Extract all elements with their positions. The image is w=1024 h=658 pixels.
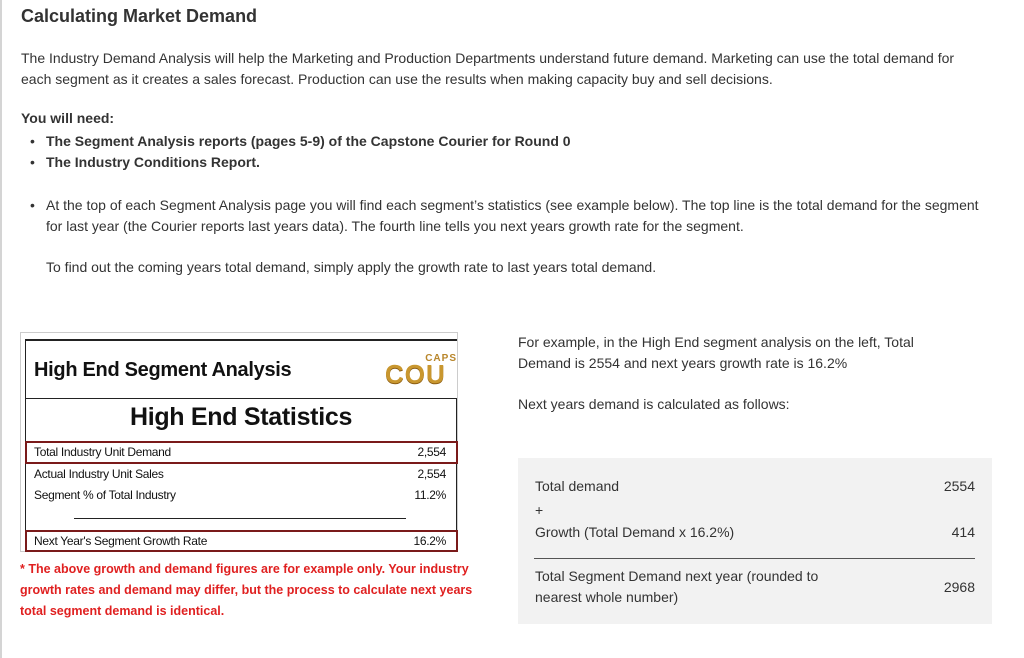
needs-list: The Segment Analysis reports (pages 5-9)…: [30, 131, 571, 173]
stat-row: Actual Industry Unit Sales 2,554: [34, 467, 450, 481]
calc-value: 2968: [943, 579, 975, 595]
calc-label: Total Segment Demand next year (rounded …: [535, 568, 819, 605]
calc-row-total: Total demand 2554: [535, 478, 975, 494]
stat-value: 2,554: [417, 467, 446, 481]
calc-label: Total demand: [535, 478, 620, 494]
stat-label: Next Year's Segment Growth Rate: [34, 534, 208, 548]
intro-paragraph: The Industry Demand Analysis will help t…: [21, 50, 955, 87]
example-paragraph: For example, in the High End segment ana…: [518, 334, 914, 371]
calc-value: 414: [951, 524, 975, 540]
example-disclaimer-note: * The above growth and demand figures ar…: [20, 562, 473, 618]
segment-report-image: High End Segment Analysis CAPS COU High …: [20, 332, 458, 552]
report-header: High End Segment Analysis CAPS COU: [25, 339, 457, 399]
report-title: High End Segment Analysis: [34, 359, 292, 381]
stat-row: Segment % of Total Industry 11.2%: [34, 488, 450, 502]
you-will-need-label: You will need:: [21, 110, 115, 126]
needs-item: The Segment Analysis reports (pages 5-9)…: [30, 131, 571, 152]
instruction-list: At the top of each Segment Analysis page…: [30, 195, 990, 237]
calc-intro: Next years demand is calculated as follo…: [518, 396, 790, 412]
logo-small-text: CAPS: [425, 353, 457, 364]
stat-label: Total Industry Unit Demand: [34, 445, 171, 459]
stat-value: 2,554: [417, 445, 446, 459]
page-title: Calculating Market Demand: [21, 6, 258, 26]
left-border: [0, 0, 2, 658]
calculation-box: Total demand 2554 + Growth (Total Demand…: [518, 458, 992, 624]
stat-value: 11.2%: [414, 488, 446, 502]
stat-row: Total Industry Unit Demand 2,554: [34, 445, 450, 459]
highlight-box: [25, 441, 458, 464]
logo-big-text: COU: [385, 359, 446, 387]
stats-panel: High End Statistics Total Industry Unit …: [25, 399, 458, 552]
instruction-item: At the top of each Segment Analysis page…: [30, 195, 990, 237]
calc-row-result: Total Segment Demand next year (rounded …: [535, 566, 975, 608]
calc-label: Growth (Total Demand x 16.2%): [535, 524, 735, 540]
stat-label: Segment % of Total Industry: [34, 488, 176, 502]
calc-divider: [534, 558, 975, 559]
stat-row: Next Year's Segment Growth Rate 16.2%: [34, 534, 450, 548]
calc-value: 2554: [943, 478, 975, 494]
stats-title: High End Statistics: [129, 403, 353, 431]
stat-value: 16.2%: [413, 534, 446, 548]
needs-item: The Industry Conditions Report.: [30, 152, 571, 173]
to-find-paragraph: To find out the coming years total deman…: [46, 259, 657, 275]
calc-plus: +: [535, 502, 544, 518]
courier-logo: CAPS COU: [385, 347, 457, 387]
stat-label: Actual Industry Unit Sales: [34, 467, 164, 481]
stats-divider: [74, 518, 406, 519]
highlight-box: [25, 530, 458, 552]
calc-row-growth: Growth (Total Demand x 16.2%) 414: [535, 524, 975, 540]
